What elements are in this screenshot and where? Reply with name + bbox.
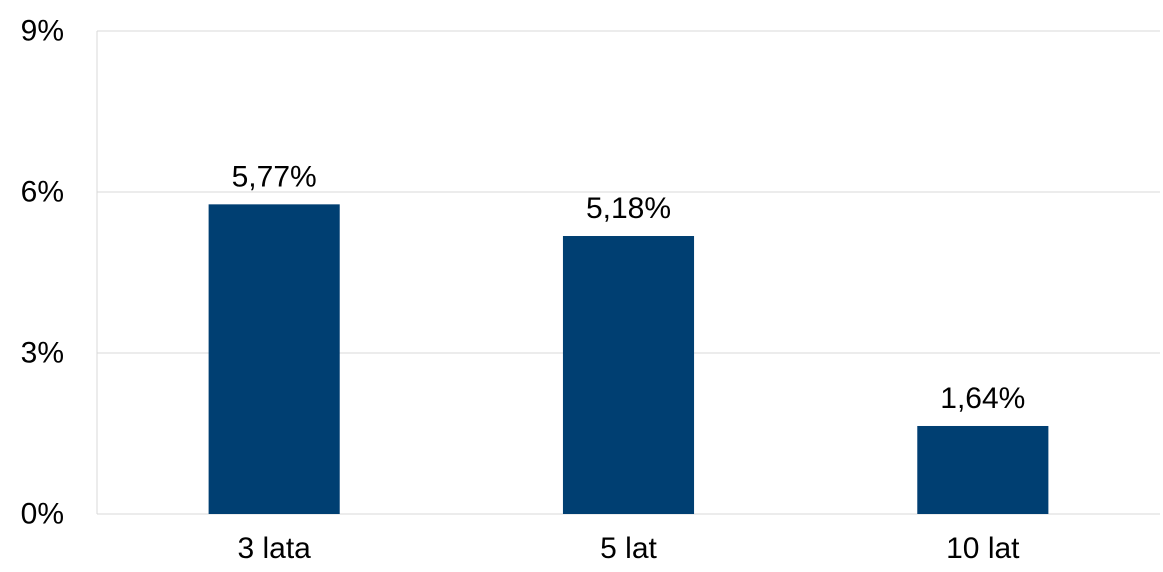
y-tick-label: 6% xyxy=(21,176,64,209)
bar xyxy=(208,204,340,515)
data-labels: 5,77% 5,18% 1,64% xyxy=(232,160,1026,415)
data-label: 1,64% xyxy=(940,382,1025,415)
y-tick-label: 3% xyxy=(21,337,64,370)
bar xyxy=(917,425,1049,514)
x-tick-label: 5 lat xyxy=(600,532,657,565)
x-tick-label: 3 lata xyxy=(237,532,311,565)
y-tick-label: 9% xyxy=(21,15,64,48)
x-axis-categories: 3 lata 5 lat 10 lat xyxy=(237,532,1020,565)
data-label: 5,18% xyxy=(586,192,671,225)
y-tick-label: 0% xyxy=(21,498,64,531)
y-axis-ticks: 0% 3% 6% 9% xyxy=(21,15,64,531)
data-label: 5,77% xyxy=(232,160,317,193)
bars xyxy=(208,204,1049,515)
x-tick-label: 10 lat xyxy=(946,532,1020,565)
bar xyxy=(562,236,695,515)
